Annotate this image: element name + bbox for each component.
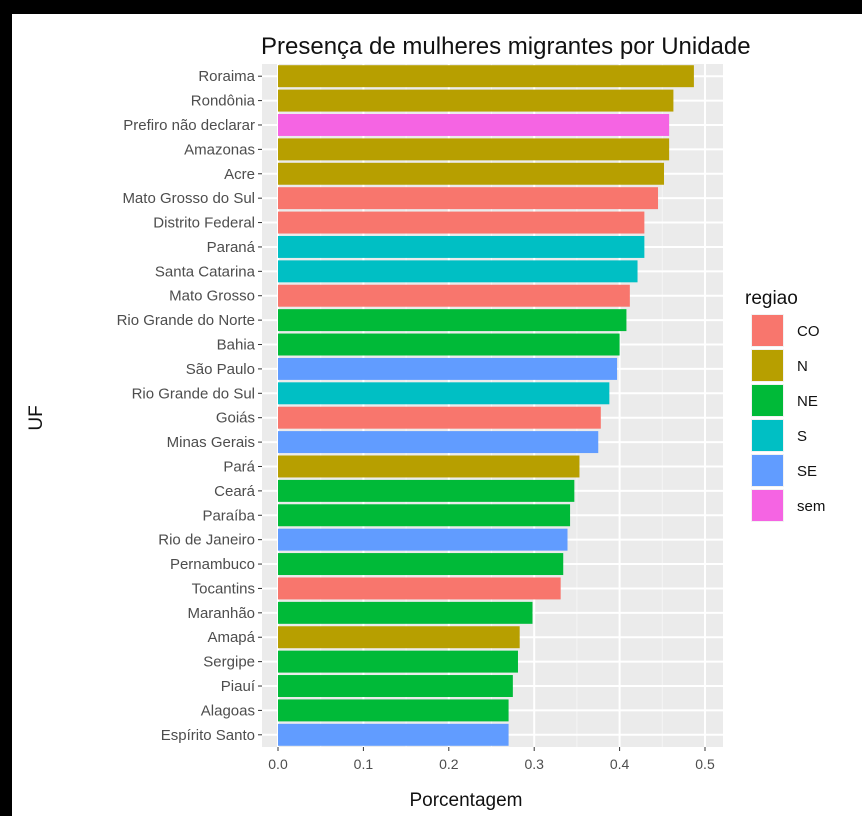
bar	[278, 284, 630, 307]
y-tick-label: Paraíba	[202, 507, 255, 524]
bar	[278, 309, 627, 332]
y-tick-label: Mato Grosso	[169, 288, 255, 305]
y-axis-title: UF	[26, 405, 47, 430]
y-tick-label: Distrito Federal	[153, 215, 255, 232]
y-tick-label: Rio Grande do Sul	[132, 385, 255, 402]
y-tick-label: Amazonas	[184, 141, 255, 158]
bar	[278, 89, 674, 112]
bar	[278, 187, 659, 210]
bar	[278, 504, 571, 527]
y-tick-label: Santa Catarina	[155, 263, 256, 280]
legend-label: sem	[797, 498, 825, 515]
bar	[278, 235, 645, 258]
y-tick-label: Roraima	[198, 68, 255, 85]
bar	[278, 455, 580, 478]
y-tick-label: Amapá	[207, 629, 255, 646]
legend-label: S	[797, 428, 807, 445]
y-tick-label: Bahia	[217, 337, 256, 354]
chart-title: Presença de mulheres migrantes por Unida…	[261, 33, 751, 60]
legend-label: NE	[797, 393, 818, 410]
legend-label: CO	[797, 323, 820, 340]
y-tick-label: Goiás	[216, 410, 255, 427]
bar	[278, 626, 520, 649]
legend-swatch	[752, 490, 783, 521]
y-tick-label: Rio de Janeiro	[158, 532, 255, 549]
x-tick-label: 0.2	[439, 756, 459, 772]
y-tick-label: Acre	[224, 166, 255, 183]
y-tick-label: Tocantins	[192, 580, 255, 597]
y-tick-label: São Paulo	[186, 361, 255, 378]
y-tick-label: Mato Grosso do Sul	[122, 190, 255, 207]
legend-swatch	[752, 315, 783, 346]
bar	[278, 138, 670, 161]
bar	[278, 65, 694, 88]
bar	[278, 479, 575, 502]
y-tick-label: Ceará	[214, 483, 256, 500]
bar	[278, 114, 670, 136]
y-tick-labels: Roraima Rondônia Prefiro não declarar Amazo…	[117, 68, 262, 744]
y-tick-label: Pernambuco	[170, 556, 255, 573]
bars	[278, 65, 694, 746]
bar	[278, 357, 618, 380]
bar	[278, 382, 610, 405]
x-tick-label: 0.3	[524, 756, 544, 772]
bar-chart: Presença de mulheres migrantes por Unida…	[26, 33, 825, 811]
bar	[278, 675, 513, 697]
x-tick-label: 0.4	[610, 756, 630, 772]
legend-label: SE	[797, 463, 817, 480]
bar	[278, 723, 509, 746]
y-tick-label: Alagoas	[201, 702, 255, 719]
x-tick-labels: 0.0 0.1 0.2 0.3 0.4 0.5	[268, 747, 715, 772]
x-tick-label: 0.5	[695, 756, 715, 772]
legend-swatch	[752, 385, 783, 416]
legend-label: N	[797, 358, 808, 375]
bar	[278, 577, 561, 600]
bar	[278, 162, 665, 185]
chart-panel: Presença de mulheres migrantes por Unida…	[12, 14, 862, 816]
bar	[278, 211, 645, 234]
bar	[278, 528, 568, 551]
x-tick-label: 0.1	[354, 756, 374, 772]
bar	[278, 601, 533, 624]
bar	[278, 699, 509, 722]
legend-swatch	[752, 420, 783, 451]
bar	[278, 406, 601, 429]
bar	[278, 260, 638, 283]
x-tick-label: 0.0	[268, 756, 288, 772]
legend-title: regiao	[745, 288, 798, 309]
y-tick-label: Minas Gerais	[167, 434, 255, 451]
y-tick-label: Sergipe	[203, 654, 255, 671]
bar	[278, 650, 518, 673]
legend-swatch	[752, 455, 783, 486]
legend-swatch	[752, 350, 783, 381]
x-axis-title: Porcentagem	[409, 790, 522, 811]
bar	[278, 431, 599, 454]
legend: regiao CO N NE S SE sem	[745, 288, 825, 522]
bar	[278, 553, 564, 576]
bar	[278, 333, 620, 356]
y-tick-label: Piauí	[221, 678, 256, 695]
y-tick-label: Rondônia	[191, 93, 256, 110]
y-tick-label: Espírito Santo	[161, 727, 255, 744]
y-tick-label: Rio Grande do Norte	[117, 312, 255, 329]
y-tick-label: Paraná	[207, 239, 256, 256]
y-tick-label: Prefiro não declarar	[123, 117, 255, 134]
y-tick-label: Pará	[223, 458, 255, 475]
y-tick-label: Maranhão	[187, 605, 255, 622]
